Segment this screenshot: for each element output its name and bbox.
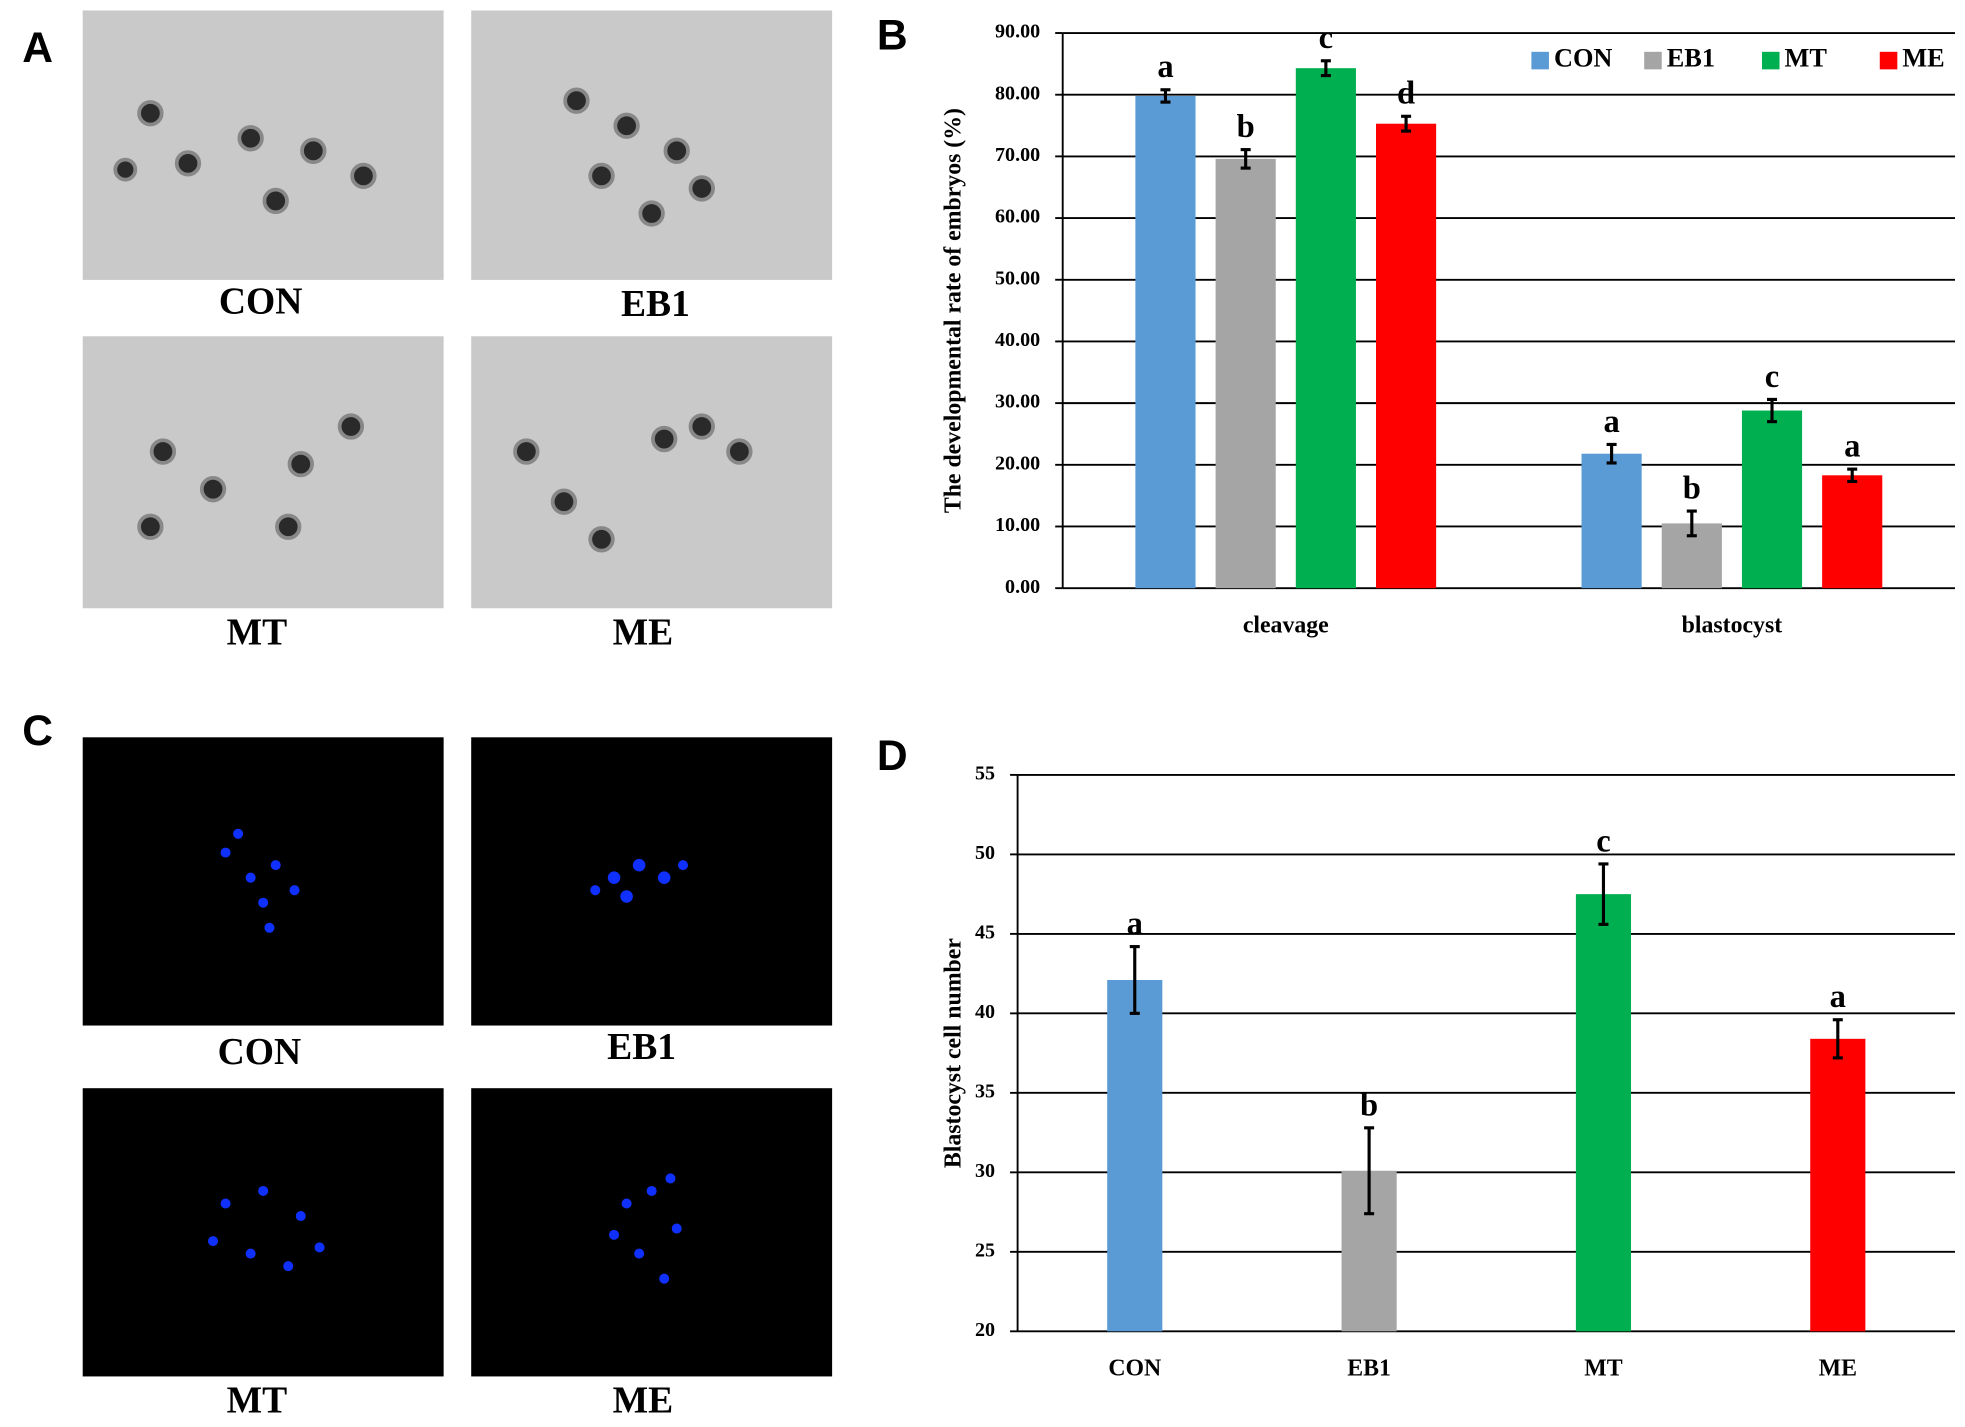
y-tick-label: 80.00 [995,82,1040,104]
significance-label: c [1596,823,1610,859]
significance-label: c [1765,359,1779,395]
photo-fluorescent [82,737,833,1377]
x-tick-label: MT [1584,1356,1622,1382]
y-tick-label: 30 [975,1160,995,1182]
image-caption: MT [227,612,288,653]
legend-label: EB1 [1667,44,1715,73]
image-caption: CON [219,282,303,323]
bar [1810,1038,1866,1332]
significance-label: b [1237,109,1255,145]
significance-label: a [1127,906,1143,942]
y-tick-label: 70.00 [995,144,1040,166]
legend-swatch [1531,51,1549,70]
bar [1107,979,1163,1332]
embryo-dots [113,87,753,553]
y-tick-label: 60.00 [995,206,1040,228]
x-tick-label: cleavage [1243,612,1329,638]
significance-label: d [1397,76,1415,112]
bar [1215,158,1276,589]
significance-label: b [1360,1087,1378,1123]
bar [1295,68,1356,589]
image-caption: MT [227,1381,288,1422]
significance-label: a [1830,979,1846,1015]
significance-label: b [1683,471,1701,507]
image-caption: CON [218,1032,302,1073]
legend-swatch [1644,51,1662,70]
nuclei [208,828,689,1284]
significance-label: a [1603,404,1619,440]
y-tick-label: 50 [975,842,995,864]
bar [1135,95,1196,589]
bar [1822,475,1883,589]
panel-label: B [877,11,908,59]
y-tick-label: 35 [975,1080,995,1102]
significance-label: a [1157,49,1173,85]
legend-swatch [1761,51,1780,70]
significance-label: c [1319,20,1333,56]
legend-label: MT [1785,44,1828,73]
bar [1575,894,1632,1332]
y-axis-label: Blastocyst cell number [940,938,966,1168]
x-tick-label: CON [1108,1356,1161,1382]
y-tick-label: 30.00 [995,391,1040,413]
image-caption: ME [613,612,674,653]
y-tick-label: 0.00 [1005,576,1040,598]
y-tick-label: 40 [975,1001,995,1023]
y-tick-label: 20.00 [995,452,1040,474]
y-tick-label: 10.00 [995,514,1040,536]
x-tick-label: EB1 [1347,1356,1391,1382]
legend-label: CON [1554,44,1612,73]
image-caption: EB1 [607,1027,676,1068]
legend-swatch [1879,51,1898,70]
y-tick-label: 50.00 [995,267,1040,289]
y-tick-label: 55 [975,763,995,785]
y-axis-label: The developmental rate of embryos (%) [940,108,966,513]
x-tick-label: blastocyst [1682,612,1783,638]
bar [1741,410,1803,589]
image-caption: ME [613,1381,674,1422]
panel-label: C [22,707,53,755]
legend-label: ME [1902,44,1944,73]
significance-label: a [1844,429,1860,465]
y-tick-label: 20 [975,1319,995,1341]
y-tick-label: 25 [975,1239,995,1261]
image-caption: EB1 [621,284,690,325]
bar [1581,453,1642,589]
x-tick-label: ME [1819,1356,1857,1382]
photo-bright [82,10,833,609]
y-tick-label: 45 [975,921,995,943]
panel-label: A [22,24,53,72]
bar [1376,123,1437,589]
y-tick-label: 90.00 [995,21,1040,43]
y-tick-label: 40.00 [995,329,1040,351]
panel-label: D [877,732,908,780]
